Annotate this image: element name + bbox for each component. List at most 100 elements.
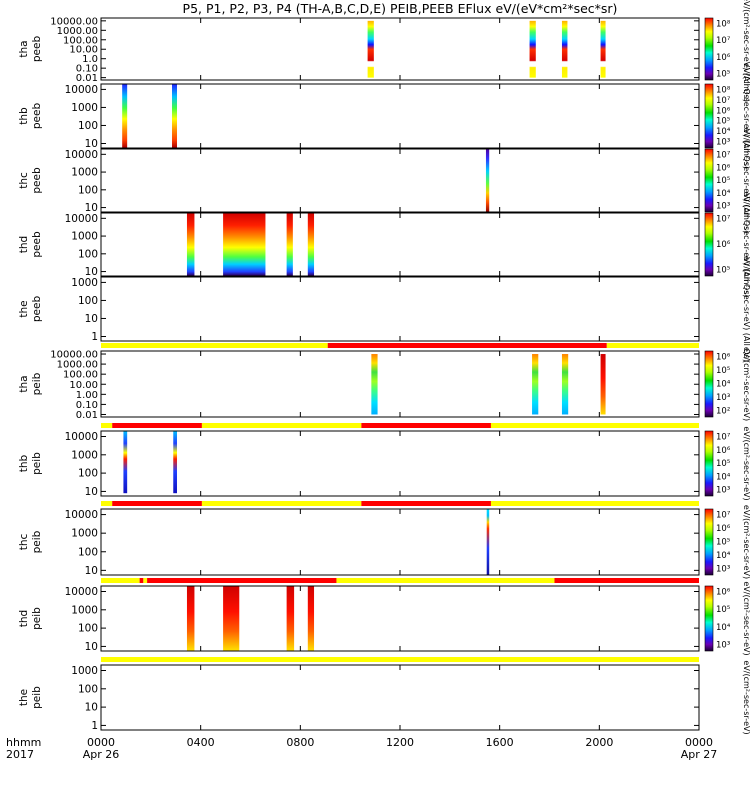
species-label: peeb — [31, 36, 43, 63]
probe-label: thc — [18, 534, 30, 551]
species-label: peeb — [31, 296, 43, 323]
flux-burst — [307, 586, 315, 651]
colorbar-tick-label: 10⁶ — [716, 163, 731, 173]
y-tick-label: 1000.00 — [57, 360, 98, 371]
colorbar — [704, 350, 714, 418]
colorbar-label: eV/(cm²-sec-sr-eV) (All Qs) — [742, 128, 750, 234]
colorbar-tick-label: 10⁶ — [716, 588, 731, 598]
flag-segment — [361, 501, 491, 506]
colorbar-tick-label: 10⁶ — [716, 446, 731, 456]
x-tick-label: 0400 — [187, 736, 215, 749]
y-tick-label: 10000.00 — [50, 350, 98, 361]
flux-burst — [173, 431, 177, 494]
colorbar-label: eV/(cm²-sec-sr-eV) — [742, 426, 750, 500]
flux-burst — [186, 213, 195, 276]
colorbar-tick-label: 10⁵ — [716, 538, 730, 548]
colorbar-tick-label: 10⁵ — [716, 366, 730, 376]
flag-segment — [336, 578, 555, 583]
flux-burst — [367, 20, 374, 78]
colorbar-tick-label: 10⁷ — [716, 433, 731, 443]
species-label: peeb — [31, 231, 43, 258]
y-tick-label: 1 — [91, 720, 98, 732]
flag-segment — [201, 501, 362, 506]
species-label: peib — [31, 607, 43, 630]
y-tick-label: 100 — [78, 546, 98, 558]
probe-label: thd — [18, 236, 30, 253]
colorbar — [704, 508, 714, 576]
colorbar-tick-label: 10⁷ — [716, 215, 731, 225]
species-label: peib — [31, 452, 43, 475]
probe-label: tha — [18, 375, 30, 392]
figure-title: P5, P1, P2, P3, P4 (TH-A,B,C,D,E) PEIB,P… — [183, 1, 618, 16]
colorbar-tick-label: 10⁸ — [716, 20, 731, 30]
x-tick-label: 1200 — [386, 736, 414, 749]
x-tick-label: 0000 — [87, 736, 115, 749]
colorbar-tick-label: 10³ — [716, 486, 730, 496]
colorbar-tick-label: 10³ — [716, 202, 730, 212]
y-tick-label: 1.00 — [76, 390, 98, 401]
flux-burst — [186, 586, 195, 651]
species-label: peeb — [31, 167, 43, 194]
colorbar-tick-label: 10⁷ — [716, 36, 731, 46]
panel-frame — [100, 350, 700, 418]
x-tick-label: 2000 — [585, 736, 613, 749]
colorbar-label: eV/(cm²-sec-sr-eV) (All Qs) — [742, 192, 750, 298]
panel-frame — [100, 276, 700, 342]
y-tick-label: 100 — [78, 623, 98, 635]
colorbar-tick-label: 10⁶ — [716, 524, 731, 534]
flag-segment — [112, 423, 202, 428]
flux-burst — [561, 354, 569, 415]
colorbar-tick-label: 10⁷ — [716, 151, 731, 161]
flux-burst — [122, 84, 128, 148]
y-tick-label: 1000 — [71, 528, 98, 540]
colorbar-tick-label: 10⁸ — [716, 86, 731, 96]
panel-thd-peeb: 10000 1000 100 10 thd peeb 10⁷ 10⁶ 10⁵ eV/(cm²-se… — [18, 192, 750, 298]
x-tick-label: 0000 — [685, 736, 713, 749]
probe-label: thd — [18, 610, 30, 627]
y-tick-label: 1000 — [71, 102, 98, 114]
y-tick-label: 1 — [91, 331, 98, 343]
colorbar-label: eV/(cm²-sec-sr-eV) (All Qs) — [742, 63, 750, 169]
colorbar-tick-label: 10⁶ — [716, 106, 731, 116]
y-tick-label: 10000 — [65, 84, 98, 96]
probe-label: the — [18, 300, 30, 317]
x-tick-label: 1600 — [486, 736, 514, 749]
colorbar-tick-label: 10⁵ — [716, 459, 730, 469]
y-tick-label: 10.00 — [69, 45, 98, 56]
colorbar-tick-label: 10⁴ — [716, 189, 731, 199]
flag-segment — [147, 578, 337, 583]
panel-frame — [100, 17, 700, 81]
y-tick-label: 1000 — [71, 231, 98, 243]
y-tick-label: 0.01 — [76, 73, 98, 84]
colorbar — [704, 148, 714, 213]
colorbar-tick-label: 10⁵ — [716, 117, 730, 127]
flux-burst — [532, 354, 539, 415]
species-label: peeb — [31, 103, 43, 130]
colorbar — [704, 585, 714, 652]
colorbar — [704, 430, 714, 497]
flag-segment — [554, 578, 699, 583]
colorbar-tick-label: 10⁷ — [716, 511, 731, 521]
y-tick-label: 100 — [78, 120, 98, 132]
colorbar-tick-label: 10⁷ — [716, 96, 731, 106]
panel-thd-peib: 10000 1000 100 10 thd peib 10⁶ 10⁵ 10⁴ 10³ eV/(cm²… — [18, 578, 750, 656]
colorbar-tick-label: 10⁵ — [716, 266, 730, 276]
flux-burst — [561, 20, 568, 78]
panel-thb-peib: 10000 1000 100 10 thb peib 10⁷ 10⁶ 10⁵ 10⁴ 10³ eV/(… — [18, 423, 750, 501]
flux-burst — [172, 84, 177, 148]
x-date-label: Apr 26 — [83, 748, 120, 761]
probe-label: tha — [18, 40, 30, 57]
species-label: peib — [31, 530, 43, 553]
y-tick-label: 10000 — [65, 149, 98, 161]
colorbar-label: eV/(cm²-sec-sr-eV) — [742, 581, 750, 655]
flag-segment — [101, 657, 699, 662]
y-tick-label: 1000 — [71, 449, 98, 461]
colorbar — [704, 17, 714, 81]
y-tick-label: 10 — [85, 266, 98, 278]
colorbar-tick-label: 10⁵ — [716, 176, 730, 186]
colorbar-tick-label: 10² — [716, 407, 730, 417]
panel-the-peeb: 1000 100 10 1 the peeb eV/(cm²-sec-sr-eV) (All… — [18, 256, 750, 362]
